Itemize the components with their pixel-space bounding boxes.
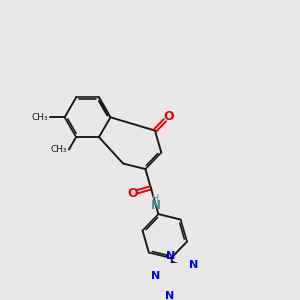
Text: N: N	[166, 251, 175, 261]
Text: CH₃: CH₃	[51, 145, 68, 154]
Text: H: H	[152, 194, 160, 204]
Text: CH₃: CH₃	[31, 113, 48, 122]
Text: O: O	[127, 187, 138, 200]
Text: N: N	[165, 291, 174, 300]
Text: N: N	[189, 260, 198, 270]
Text: N: N	[151, 199, 161, 212]
Text: O: O	[163, 110, 174, 123]
Text: N: N	[151, 271, 160, 281]
